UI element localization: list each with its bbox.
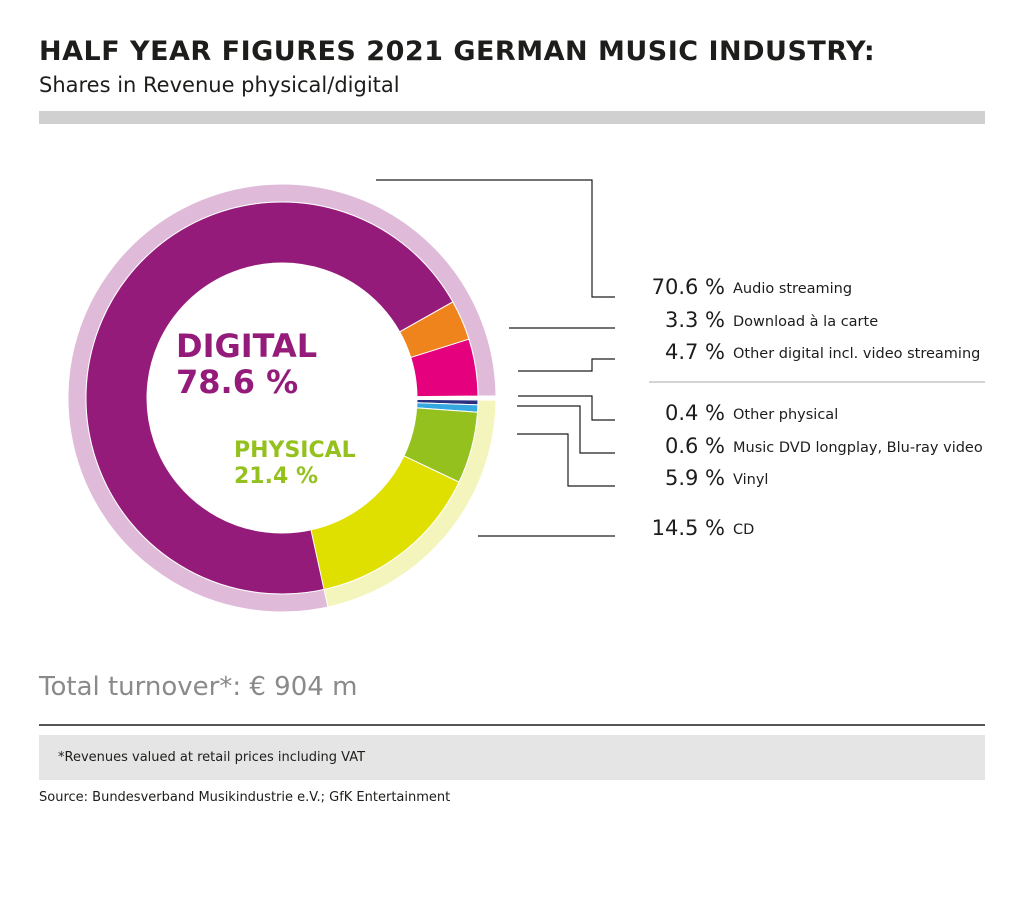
legend-label: Music DVD longplay, Blu-ray video	[733, 440, 983, 456]
legend-value: 70.6 %	[651, 275, 725, 299]
digital-label: DIGITAL	[176, 327, 318, 365]
title-divider-bar	[39, 111, 985, 124]
legend-label: Other physical	[733, 407, 839, 423]
legend-label: CD	[733, 522, 755, 538]
legend-label: Download à la carte	[733, 314, 879, 330]
legend-value: 4.7 %	[664, 340, 725, 364]
footnote-box: *Revenues valued at retail prices includ…	[39, 735, 985, 780]
leader-line-vinyl	[517, 433, 615, 487]
slice-cd	[310, 455, 460, 591]
physical-value: 21.4 %	[234, 464, 318, 489]
leader-line-audio-streaming	[376, 179, 615, 298]
total-turnover: Total turnover*: € 904 m	[39, 672, 358, 702]
page-title: HALF YEAR FIGURES 2021 GERMAN MUSIC INDU…	[39, 36, 876, 67]
slice-audio-streaming	[85, 201, 454, 595]
leader-lines	[376, 179, 615, 537]
legend-value: 3.3 %	[664, 308, 725, 332]
legend-value: 0.4 %	[664, 401, 725, 425]
source-note: Source: Bundesverband Musikindustrie e.V…	[39, 790, 451, 805]
digital-value: 78.6 %	[176, 363, 299, 401]
physical-label: PHYSICAL	[234, 438, 356, 463]
legend-label: Audio streaming	[733, 281, 853, 297]
legend-value: 0.6 %	[664, 434, 725, 458]
legend-value: 5.9 %	[664, 466, 725, 490]
slice-other-digital-incl-video-streaming	[410, 338, 479, 398]
slice-download-la-carte	[398, 301, 470, 359]
legend-label: Vinyl	[733, 472, 769, 488]
leader-line-other-digital	[518, 358, 615, 372]
footnote: *Revenues valued at retail prices includ…	[58, 750, 366, 765]
legend-value: 14.5 %	[651, 516, 725, 540]
page-subtitle: Shares in Revenue physical/digital	[39, 73, 400, 97]
leader-line-other-physical	[518, 395, 615, 421]
legend-label: Other digital incl. video streaming	[733, 346, 981, 362]
footer-divider	[39, 724, 985, 726]
leader-line-dvd	[517, 405, 615, 454]
